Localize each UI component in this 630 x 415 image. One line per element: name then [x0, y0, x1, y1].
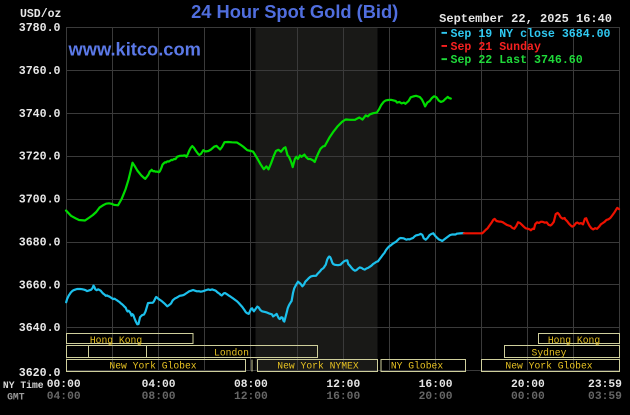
svg-text:3660.0: 3660.0 — [19, 279, 61, 292]
svg-text:04:00: 04:00 — [47, 391, 81, 403]
svg-text:New York NYMEX: New York NYMEX — [277, 361, 359, 372]
svg-text:GMT: GMT — [7, 391, 25, 402]
svg-text:New York Globex: New York Globex — [109, 361, 196, 372]
svg-text:London: London — [214, 347, 249, 358]
svg-text:3680.0: 3680.0 — [19, 237, 61, 250]
svg-text:04:00: 04:00 — [142, 379, 176, 391]
svg-text:NY Time: NY Time — [3, 380, 44, 391]
svg-text:20:00: 20:00 — [419, 391, 453, 403]
svg-text:16:00: 16:00 — [419, 379, 453, 391]
svg-text:Hong Kong: Hong Kong — [90, 335, 142, 346]
svg-text:16:00: 16:00 — [326, 391, 360, 403]
svg-text:08:00: 08:00 — [234, 379, 268, 391]
svg-text:3700.0: 3700.0 — [19, 194, 61, 207]
svg-text:3780.0: 3780.0 — [19, 22, 61, 35]
svg-text:Sep 22 Last 3746.60: Sep 22 Last 3746.60 — [451, 54, 583, 67]
svg-text:NY Globex: NY Globex — [391, 361, 444, 372]
svg-text:Hong Kong: Hong Kong — [548, 335, 600, 346]
svg-text:Sep 21 Sunday: Sep 21 Sunday — [451, 41, 541, 54]
svg-text:12:00: 12:00 — [234, 391, 268, 403]
svg-text:3740.0: 3740.0 — [19, 108, 61, 121]
svg-text:3720.0: 3720.0 — [19, 151, 61, 164]
svg-text:New York Globex: New York Globex — [505, 361, 592, 372]
svg-text:23:59: 23:59 — [588, 379, 622, 391]
svg-text:08:00: 08:00 — [142, 391, 176, 403]
svg-text:September 22, 2025 16:40: September 22, 2025 16:40 — [439, 12, 612, 26]
svg-text:20:00: 20:00 — [511, 379, 545, 391]
svg-text:00:00: 00:00 — [47, 379, 81, 391]
svg-text:USD/oz: USD/oz — [20, 8, 62, 21]
svg-text:12:00: 12:00 — [326, 379, 360, 391]
svg-text:3620.0: 3620.0 — [19, 367, 61, 380]
svg-text:3760.0: 3760.0 — [19, 65, 61, 78]
svg-text:3640.0: 3640.0 — [19, 322, 61, 335]
svg-text:Sydney: Sydney — [532, 347, 567, 358]
svg-text:03:59: 03:59 — [588, 391, 622, 403]
svg-text:24 Hour Spot Gold (Bid): 24 Hour Spot Gold (Bid) — [191, 1, 398, 22]
svg-text:00:00: 00:00 — [511, 391, 545, 403]
svg-text:Sep 19 NY close 3684.00: Sep 19 NY close 3684.00 — [451, 28, 611, 41]
svg-text:www.kitco.com: www.kitco.com — [68, 39, 201, 60]
